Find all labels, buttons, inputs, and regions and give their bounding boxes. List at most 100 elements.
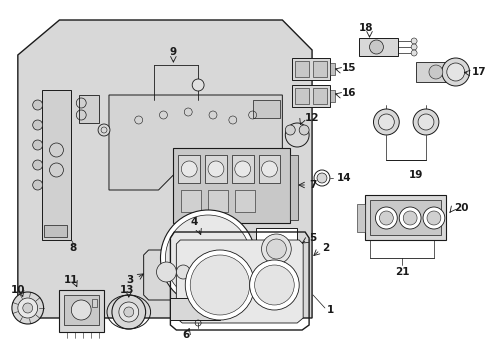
- Bar: [364, 195, 445, 240]
- Bar: [43, 225, 67, 237]
- Bar: [178, 155, 200, 183]
- Bar: [204, 155, 226, 183]
- Text: 3: 3: [126, 275, 134, 285]
- Text: 21: 21: [394, 267, 408, 277]
- Circle shape: [156, 262, 176, 282]
- Circle shape: [378, 114, 393, 130]
- Circle shape: [119, 302, 139, 322]
- Bar: [329, 90, 334, 102]
- Circle shape: [181, 161, 197, 177]
- Text: 8: 8: [69, 243, 77, 253]
- Circle shape: [203, 253, 213, 263]
- Text: 14: 14: [336, 173, 351, 183]
- Text: 1: 1: [326, 305, 333, 315]
- Bar: [356, 204, 364, 232]
- Circle shape: [192, 79, 203, 91]
- Circle shape: [373, 109, 398, 135]
- Text: 13: 13: [119, 285, 134, 295]
- Circle shape: [176, 265, 190, 279]
- Circle shape: [207, 161, 224, 177]
- Text: 9: 9: [169, 47, 177, 57]
- Circle shape: [369, 40, 383, 54]
- Bar: [170, 298, 220, 320]
- Polygon shape: [143, 250, 198, 300]
- Circle shape: [249, 260, 299, 310]
- Bar: [312, 61, 326, 77]
- Circle shape: [160, 210, 255, 306]
- Bar: [252, 100, 280, 118]
- Circle shape: [112, 295, 145, 329]
- Circle shape: [398, 207, 420, 229]
- Circle shape: [403, 211, 416, 225]
- Text: 11: 11: [64, 275, 79, 285]
- Text: 7: 7: [308, 180, 316, 190]
- Circle shape: [441, 58, 468, 86]
- Circle shape: [123, 307, 134, 317]
- Polygon shape: [18, 20, 311, 318]
- Text: 12: 12: [305, 113, 319, 123]
- Bar: [258, 155, 280, 183]
- Circle shape: [412, 109, 438, 135]
- Bar: [329, 63, 334, 75]
- Text: 17: 17: [470, 67, 485, 77]
- Bar: [369, 200, 440, 235]
- Text: 19: 19: [408, 170, 423, 180]
- Bar: [92, 299, 97, 307]
- Text: 5: 5: [308, 233, 316, 243]
- Bar: [415, 62, 450, 82]
- Circle shape: [446, 63, 464, 81]
- Polygon shape: [41, 90, 71, 240]
- Circle shape: [410, 38, 416, 44]
- Bar: [64, 295, 99, 325]
- Circle shape: [313, 170, 329, 186]
- Circle shape: [234, 161, 250, 177]
- Polygon shape: [109, 95, 282, 190]
- Text: 6: 6: [182, 330, 189, 340]
- Circle shape: [426, 211, 440, 225]
- Bar: [60, 290, 104, 332]
- Bar: [79, 95, 99, 123]
- Bar: [292, 85, 329, 107]
- Bar: [295, 61, 308, 77]
- Text: 18: 18: [359, 23, 373, 33]
- Text: 15: 15: [341, 63, 356, 73]
- Circle shape: [285, 125, 295, 135]
- Text: 2: 2: [321, 243, 328, 253]
- Circle shape: [316, 173, 326, 183]
- Bar: [255, 228, 297, 270]
- Circle shape: [261, 161, 277, 177]
- Circle shape: [410, 50, 416, 56]
- Bar: [358, 38, 397, 56]
- Polygon shape: [176, 240, 303, 323]
- Bar: [173, 148, 290, 223]
- Circle shape: [261, 234, 291, 264]
- Circle shape: [417, 114, 433, 130]
- Circle shape: [422, 207, 444, 229]
- Text: 20: 20: [453, 203, 468, 213]
- Circle shape: [23, 303, 33, 313]
- Circle shape: [266, 239, 286, 259]
- Text: 10: 10: [11, 285, 25, 295]
- Bar: [207, 190, 227, 212]
- Bar: [292, 58, 329, 80]
- Circle shape: [12, 292, 43, 324]
- Bar: [295, 88, 308, 104]
- Bar: [312, 88, 326, 104]
- Circle shape: [299, 125, 308, 135]
- Circle shape: [33, 160, 42, 170]
- Text: 16: 16: [341, 88, 356, 98]
- Circle shape: [33, 120, 42, 130]
- Circle shape: [254, 265, 294, 305]
- Circle shape: [165, 215, 250, 301]
- Bar: [231, 155, 253, 183]
- Circle shape: [18, 298, 38, 318]
- Circle shape: [33, 140, 42, 150]
- Circle shape: [98, 124, 110, 136]
- Bar: [181, 190, 201, 212]
- Circle shape: [410, 44, 416, 50]
- Bar: [290, 155, 298, 220]
- Circle shape: [190, 255, 249, 315]
- Circle shape: [33, 100, 42, 110]
- Circle shape: [379, 211, 392, 225]
- Circle shape: [71, 300, 91, 320]
